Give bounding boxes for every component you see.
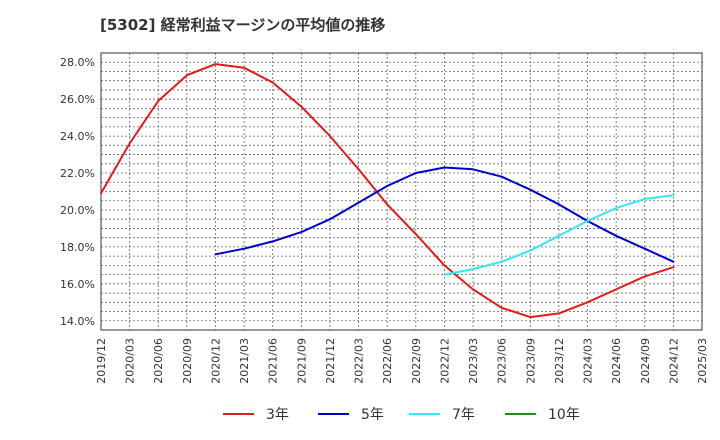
x-tick-label: 2023/03	[467, 338, 480, 384]
x-tick-label: 2019/12	[95, 338, 108, 384]
y-tick-label: 14.0%	[60, 315, 95, 328]
x-tick-label: 2024/09	[639, 338, 652, 384]
y-tick-label: 28.0%	[60, 56, 95, 69]
legend-label: 7年	[452, 407, 475, 423]
x-tick-label: 2023/06	[496, 338, 509, 384]
x-tick-label: 2020/12	[209, 338, 222, 384]
x-tick-label: 2023/09	[524, 338, 537, 384]
series-line	[443, 194, 675, 276]
y-tick-label: 20.0%	[60, 204, 95, 217]
x-tick-label: 2022/12	[438, 338, 451, 384]
y-tick-label: 24.0%	[60, 130, 95, 143]
x-tick-label: 2020/03	[124, 338, 137, 384]
x-tick-label: 2020/06	[152, 338, 165, 384]
x-tick-label: 2022/06	[381, 338, 394, 384]
x-tick-label: 2022/03	[353, 338, 366, 384]
x-tick-label: 2022/09	[410, 338, 423, 384]
series-line	[100, 63, 675, 319]
x-tick-label: 2024/06	[610, 338, 623, 384]
x-tick-label: 2023/12	[553, 338, 566, 384]
chart-title: [5302] 経常利益マージンの平均値の推移	[100, 16, 386, 34]
legend-label: 5年	[361, 407, 384, 423]
legend-label: 3年	[266, 407, 289, 423]
x-tick-label: 2024/12	[667, 338, 680, 384]
series-line	[214, 166, 675, 263]
x-tick-label: 2020/09	[181, 338, 194, 384]
y-tick-label: 16.0%	[60, 278, 95, 291]
x-tick-label: 2021/06	[267, 338, 280, 384]
y-tick-label: 18.0%	[60, 241, 95, 254]
x-tick-label: 2021/09	[295, 338, 308, 384]
y-tick-label: 22.0%	[60, 167, 95, 180]
y-tick-label: 26.0%	[60, 93, 95, 106]
x-tick-label: 2025/03	[696, 338, 709, 384]
x-tick-label: 2021/12	[324, 338, 337, 384]
legend-label: 10年	[548, 407, 580, 423]
x-tick-label: 2024/03	[582, 338, 595, 384]
x-tick-label: 2021/03	[238, 338, 251, 384]
